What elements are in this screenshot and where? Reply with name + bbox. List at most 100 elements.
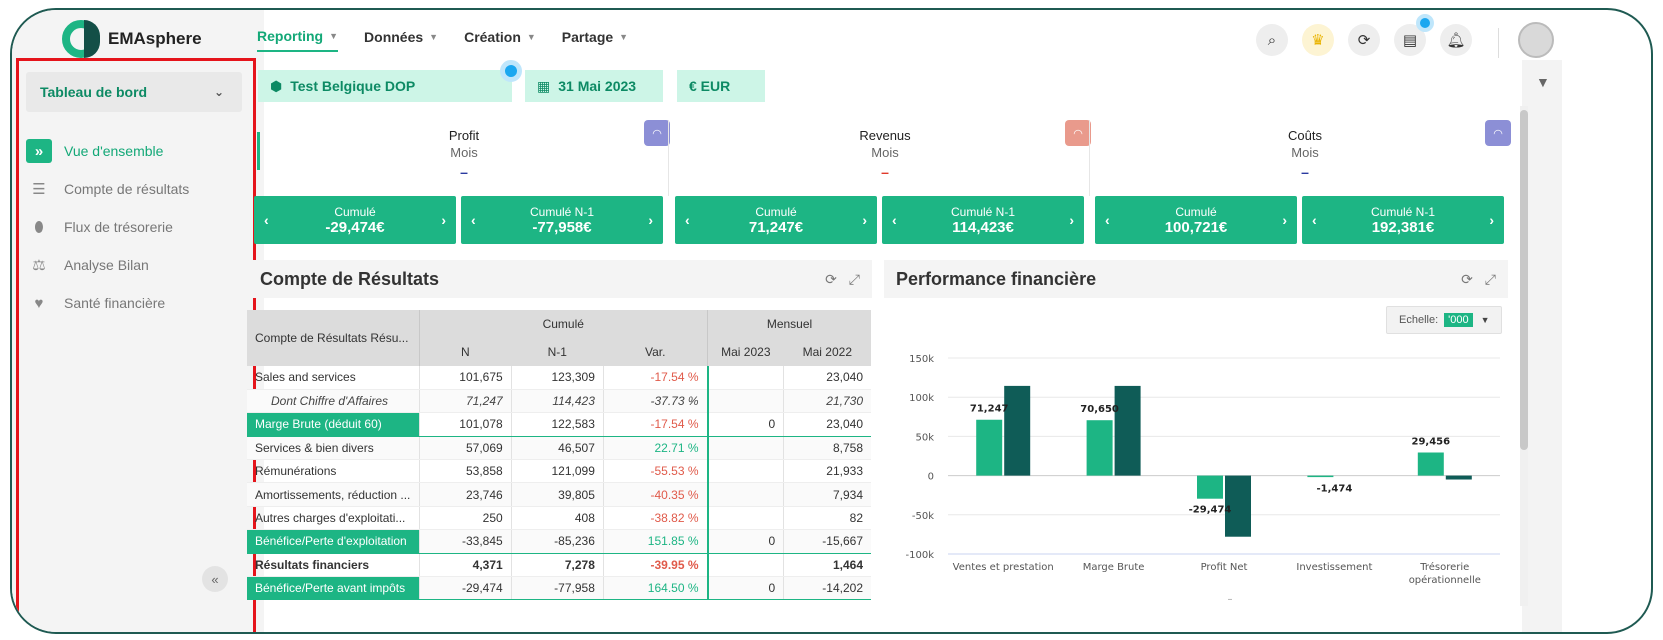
app-window: Tableau de bord ⌄ » Vue d'ensemble ☰ Com… [10, 8, 1653, 634]
cell-mai-2023 [706, 482, 784, 507]
dashboard-select[interactable]: Tableau de bord ⌄ [26, 72, 242, 112]
nav-donnees[interactable]: Données ▼ [364, 28, 438, 52]
kpi-button-label: Cumulé [334, 204, 376, 219]
sidebar-item-sante-financiere[interactable]: ♥ Santé financière [26, 284, 260, 322]
book-icon[interactable]: ▤ [1394, 14, 1434, 56]
chevron-left-icon[interactable]: ‹ [1312, 212, 1317, 228]
row-label: Amortissements, réduction ... [247, 482, 419, 507]
filter-icon[interactable]: ▼ [1536, 74, 1550, 90]
table-row[interactable]: Sales and services 101,675 123,309 -17.54 %… [247, 366, 871, 390]
kpi-period: Mois [1291, 145, 1319, 160]
date-filter[interactable]: ▦ 31 Mai 2023 [525, 70, 663, 102]
kpi-cumule-button[interactable]: ‹ Cumulé N-1 192,381€ › [1302, 196, 1504, 244]
table-row[interactable]: Dont Chiffre d'Affaires 71,247 114,423 -37.… [247, 389, 871, 414]
sync-icon[interactable]: ⟳ [1348, 24, 1380, 56]
table-row[interactable]: Bénéfice/Perte d'exploitation -33,845 -85,… [247, 529, 871, 554]
table-row[interactable]: Résultats financiers 4,371 7,278 -39.95 % 1,… [247, 553, 871, 578]
axis-tick-label: 150k [909, 354, 934, 365]
expand-icon[interactable]: ⤢ [848, 270, 860, 287]
nav-creation[interactable]: Création ▼ [464, 28, 536, 52]
chevron-right-icon[interactable]: › [1489, 212, 1494, 228]
gauge-icon[interactable]: ◠ [644, 120, 670, 146]
kpi-title: Revenus [859, 128, 911, 143]
brand-logo[interactable]: EMAsphere [62, 20, 202, 58]
cell-mai-2023: 0 [706, 529, 784, 554]
kpi-cumule-button[interactable]: ‹ Cumulé 100,721€ › [1095, 196, 1297, 244]
sidebar-item-vue-ensemble[interactable]: » Vue d'ensemble [26, 132, 260, 170]
chevron-right-icon[interactable]: › [862, 212, 867, 228]
top-navigation: Reporting ▼ Données ▼ Création ▼ Partage ▼ [257, 28, 628, 52]
nav-label: Création [464, 29, 521, 45]
chart-bar [1086, 420, 1113, 476]
currency-filter[interactable]: € EUR [677, 70, 765, 102]
chart-bar [1307, 475, 1334, 478]
crown-icon[interactable]: ♛ [1302, 24, 1334, 56]
table-row[interactable]: Services & bien divers 57,069 46,507 22.71 … [247, 436, 871, 461]
refresh-icon[interactable]: ⟳ [825, 270, 837, 287]
notification-dot [1416, 14, 1434, 32]
scrollbar-thumb[interactable] [1520, 110, 1528, 450]
chart-bar [1445, 475, 1472, 480]
sidebar-item-label: Santé financière [64, 295, 166, 311]
data-label: -1,474 [1317, 484, 1353, 495]
chevron-down-icon: ⌄ [213, 85, 224, 99]
chevron-left-icon[interactable]: ‹ [471, 212, 476, 228]
sidebar-item-analyse-bilan[interactable]: ⚖ Analyse Bilan [26, 246, 260, 284]
table-row[interactable]: Rémunérations 53,858 121,099 -55.53 % 21,933 [247, 459, 871, 484]
expand-icon[interactable]: ⤢ [1484, 270, 1496, 287]
table-row[interactable]: Marge Brute (déduit 60) 101,078 122,583 -17… [247, 412, 871, 437]
chevron-right-icon[interactable]: › [1069, 212, 1074, 228]
gauge-icon[interactable]: ◠ [1485, 120, 1511, 146]
scale-value: '000 [1444, 313, 1473, 327]
sidebar-item-flux-tresorerie[interactable]: ⬮ Flux de trésorerie [26, 208, 260, 246]
cell-var: -17.54 % [602, 412, 708, 437]
table-row[interactable]: Autres charges d'exploitati... 250 408 -38.… [247, 506, 871, 531]
bell-icon[interactable]: 🔔︎ [1440, 24, 1472, 56]
double-chevron-right-icon: » [26, 139, 52, 163]
chart-bar [1114, 385, 1141, 476]
cell-n: 23,746 [418, 482, 512, 507]
chevron-left-icon[interactable]: ‹ [892, 212, 897, 228]
sidebar-item-label: Flux de trésorerie [64, 219, 173, 235]
kpi-trend: – [1301, 164, 1309, 180]
nav-partage[interactable]: Partage ▼ [562, 28, 628, 52]
kpi-cumule-button[interactable]: ‹ Cumulé 71,247€ › [675, 196, 877, 244]
cell-n1: 123,309 [510, 366, 604, 390]
cell-mai-2022: -14,202 [783, 576, 871, 601]
cell-n1: 39,805 [510, 482, 604, 507]
gauge-icon[interactable]: ◠ [1065, 120, 1091, 146]
kpi-cumule-button[interactable]: ‹ Cumulé N-1 114,423€ › [882, 196, 1084, 244]
cell-n: 71,247 [418, 389, 512, 414]
chevron-right-icon[interactable]: › [1282, 212, 1287, 228]
cell-var: -38.82 % [602, 506, 708, 531]
row-label: Marge Brute (déduit 60) [247, 412, 419, 437]
chevron-left-icon[interactable]: ‹ [1105, 212, 1110, 228]
chevron-right-icon[interactable]: › [441, 212, 446, 228]
cell-var: -55.53 % [602, 459, 708, 484]
dashboard-select-label: Tableau de bord [40, 84, 148, 100]
chevron-left-icon[interactable]: ‹ [685, 212, 690, 228]
sidebar-item-label: Compte de résultats [64, 181, 190, 197]
avatar[interactable] [1518, 22, 1554, 58]
chart-bar [1417, 452, 1444, 476]
chevron-left-icon[interactable]: ‹ [264, 212, 269, 228]
kpi-cumule-button[interactable]: ‹ Cumulé N-1 -77,958€ › [461, 196, 663, 244]
divider [1089, 120, 1090, 196]
cell-mai-2023: 0 [706, 576, 784, 601]
sidebar-item-compte-resultats[interactable]: ☰ Compte de résultats [26, 170, 260, 208]
kpi-cumule-button[interactable]: ‹ Cumulé -29,474€ › [254, 196, 456, 244]
kpi-button-label: Cumulé N-1 [1370, 204, 1436, 219]
refresh-icon[interactable]: ⟳ [1461, 270, 1473, 287]
chevron-right-icon[interactable]: › [648, 212, 653, 228]
kpi-title: Profit [448, 128, 480, 143]
cell-mai-2022: 23,040 [783, 412, 871, 437]
table-row[interactable]: Amortissements, réduction ... 23,746 39,80… [247, 482, 871, 507]
scale-select[interactable]: Echelle: '000 ▼ [1386, 306, 1502, 334]
collapse-sidebar-button[interactable]: « [202, 566, 228, 592]
chart-bar [1004, 385, 1031, 476]
table-row[interactable]: Bénéfice/Perte avant impôts -29,474 -77,95… [247, 576, 871, 601]
balance-scale-icon: ⚖ [32, 257, 46, 274]
nav-reporting[interactable]: Reporting ▼ [257, 28, 339, 52]
search-icon[interactable]: ⌕ [1256, 24, 1288, 56]
entity-filter[interactable]: ⬢ Test Belgique DOP [258, 70, 512, 102]
